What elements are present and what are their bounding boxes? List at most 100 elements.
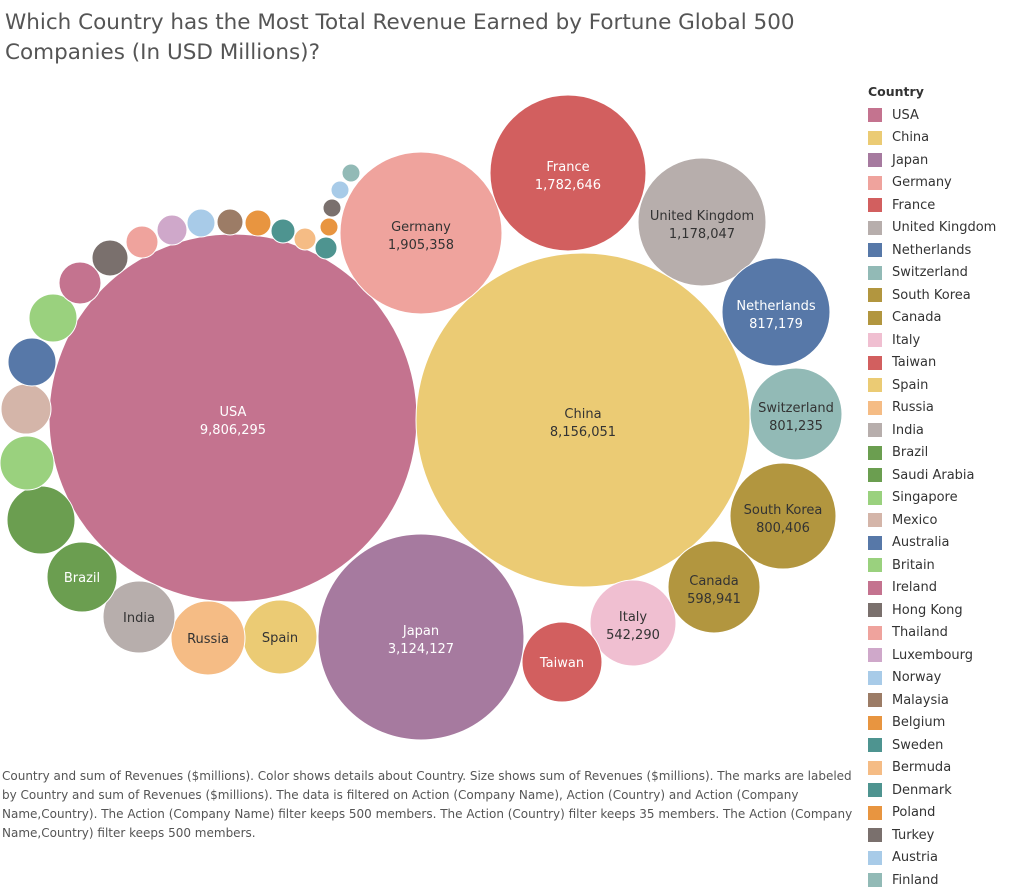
legend-item-malaysia[interactable]: Malaysia xyxy=(868,689,1024,712)
legend-swatch xyxy=(868,310,882,325)
legend-swatch xyxy=(868,873,882,888)
legend-swatch xyxy=(868,850,882,865)
legend-item-united-kingdom[interactable]: United Kingdom xyxy=(868,217,1024,240)
legend-item-taiwan[interactable]: Taiwan xyxy=(868,352,1024,375)
bubble-denmark[interactable] xyxy=(314,236,338,260)
legend-item-brazil[interactable]: Brazil xyxy=(868,442,1024,465)
chart-title: Which Country has the Most Total Revenue… xyxy=(5,10,795,65)
legend-item-poland[interactable]: Poland xyxy=(868,802,1024,825)
legend-label: Denmark xyxy=(892,782,952,798)
legend-item-france[interactable]: France xyxy=(868,194,1024,217)
bubble-hong-kong[interactable] xyxy=(91,239,129,277)
legend-item-hong-kong[interactable]: Hong Kong xyxy=(868,599,1024,622)
bubble-south-korea[interactable] xyxy=(729,462,837,570)
legend-item-bermuda[interactable]: Bermuda xyxy=(868,757,1024,780)
legend-item-thailand[interactable]: Thailand xyxy=(868,622,1024,645)
bubble-poland[interactable] xyxy=(319,217,339,237)
legend-label: Luxembourg xyxy=(892,647,974,663)
legend-label: Sweden xyxy=(892,737,944,753)
legend-item-south-korea[interactable]: South Korea xyxy=(868,284,1024,307)
bubble-chart: USA 9,806,295 China 8,156,051 Japan 3,124,127… xyxy=(0,94,843,741)
bubble-saudi-arabia[interactable] xyxy=(6,485,76,555)
bubble-value-switzerland: 801,235 xyxy=(769,419,823,434)
bubble-malaysia[interactable] xyxy=(216,208,244,236)
legend-item-canada[interactable]: Canada xyxy=(868,307,1024,330)
legend-item-mexico[interactable]: Mexico xyxy=(868,509,1024,532)
legend-swatch xyxy=(868,108,882,123)
legend-item-switzerland[interactable]: Switzerland xyxy=(868,262,1024,285)
bubble-japan[interactable] xyxy=(317,533,525,741)
bubble-sweden[interactable] xyxy=(270,218,296,244)
legend-label: Bermuda xyxy=(892,760,952,776)
bubble-ireland[interactable] xyxy=(58,261,102,305)
bubble-australia[interactable] xyxy=(7,337,57,387)
bubble-britain[interactable] xyxy=(28,293,78,343)
legend-label: Taiwan xyxy=(892,355,937,371)
bubble-turkey[interactable] xyxy=(322,198,342,218)
bubble-luxembourg[interactable] xyxy=(156,214,188,246)
legend-swatch xyxy=(868,288,882,303)
bubble-value-netherlands: 817,179 xyxy=(749,317,803,332)
legend-label: Thailand xyxy=(892,625,948,641)
legend-swatch xyxy=(868,648,882,663)
legend-label: Belgium xyxy=(892,715,946,731)
legend-label: Ireland xyxy=(892,580,937,596)
legend-item-germany[interactable]: Germany xyxy=(868,172,1024,195)
legend-item-netherlands[interactable]: Netherlands xyxy=(868,239,1024,262)
bubble-india[interactable] xyxy=(102,580,176,654)
legend-label: Austria xyxy=(892,850,938,866)
legend-item-spain[interactable]: Spain xyxy=(868,374,1024,397)
bubble-brazil[interactable] xyxy=(46,541,118,613)
legend-item-luxembourg[interactable]: Luxembourg xyxy=(868,644,1024,667)
bubble-switzerland[interactable] xyxy=(749,367,843,461)
bubble-belgium[interactable] xyxy=(244,209,272,237)
legend-item-turkey[interactable]: Turkey xyxy=(868,824,1024,847)
legend-item-norway[interactable]: Norway xyxy=(868,667,1024,690)
bubble-austria[interactable] xyxy=(330,180,350,200)
legend-label: Netherlands xyxy=(892,242,972,258)
bubble-label-china: China xyxy=(564,407,601,422)
bubble-label-italy: Italy xyxy=(619,610,648,625)
legend-item-austria[interactable]: Austria xyxy=(868,847,1024,870)
bubble-france[interactable] xyxy=(489,94,647,252)
legend-label: Mexico xyxy=(892,512,938,528)
bubble-canada[interactable] xyxy=(667,540,761,634)
bubble-italy[interactable] xyxy=(589,579,677,667)
bubble-value-italy: 542,290 xyxy=(606,628,660,643)
bubble-mexico[interactable] xyxy=(0,383,52,435)
legend-item-finland[interactable]: Finland xyxy=(868,869,1024,892)
bubble-united-kingdom[interactable] xyxy=(637,157,767,287)
legend-swatch xyxy=(868,625,882,640)
legend-item-britain[interactable]: Britain xyxy=(868,554,1024,577)
bubble-netherlands[interactable] xyxy=(721,257,831,367)
bubble-label-germany: Germany xyxy=(391,220,451,235)
legend-item-sweden[interactable]: Sweden xyxy=(868,734,1024,757)
legend-item-denmark[interactable]: Denmark xyxy=(868,779,1024,802)
bubble-label-switzerland: Switzerland xyxy=(758,401,834,416)
bubble-taiwan[interactable] xyxy=(521,621,603,703)
bubble-germany[interactable] xyxy=(339,151,503,315)
legend-item-belgium[interactable]: Belgium xyxy=(868,712,1024,735)
legend-swatch xyxy=(868,558,882,573)
legend-item-australia[interactable]: Australia xyxy=(868,532,1024,555)
bubble-label-france: France xyxy=(546,160,589,175)
bubble-thailand[interactable] xyxy=(125,225,159,259)
legend-item-russia[interactable]: Russia xyxy=(868,397,1024,420)
legend-item-china[interactable]: China xyxy=(868,127,1024,150)
bubble-bermuda[interactable] xyxy=(293,227,317,251)
bubble-value-united-kingdom: 1,178,047 xyxy=(669,227,735,242)
legend-item-japan[interactable]: Japan xyxy=(868,149,1024,172)
bubble-singapore[interactable] xyxy=(0,435,55,491)
legend-item-saudi-arabia[interactable]: Saudi Arabia xyxy=(868,464,1024,487)
legend-item-india[interactable]: India xyxy=(868,419,1024,442)
legend-item-italy[interactable]: Italy xyxy=(868,329,1024,352)
bubble-finland[interactable] xyxy=(341,163,361,183)
legend-item-ireland[interactable]: Ireland xyxy=(868,577,1024,600)
bubble-russia[interactable] xyxy=(170,600,246,676)
legend-label: Hong Kong xyxy=(892,602,963,618)
legend-item-singapore[interactable]: Singapore xyxy=(868,487,1024,510)
legend-item-usa[interactable]: USA xyxy=(868,104,1024,127)
legend-label: Australia xyxy=(892,535,950,551)
bubble-norway[interactable] xyxy=(186,208,216,238)
legend-swatch xyxy=(868,243,882,258)
